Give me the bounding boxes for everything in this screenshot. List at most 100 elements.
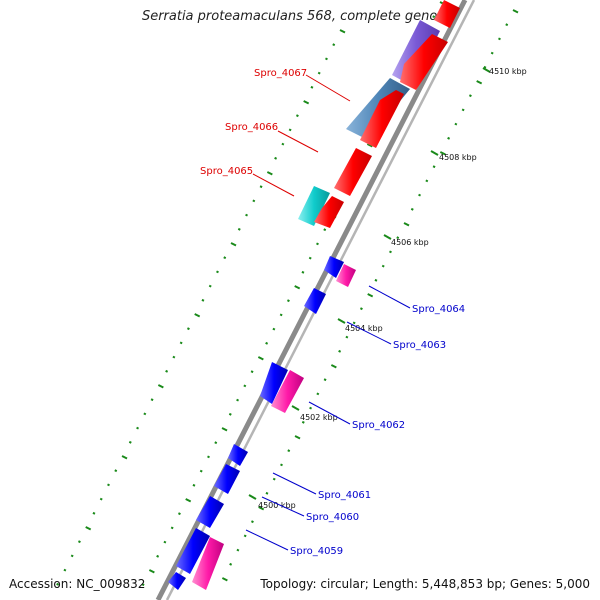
tick-mark	[136, 426, 140, 430]
tick-mark	[468, 94, 472, 98]
tick-mark	[214, 441, 218, 445]
tick-mark	[476, 80, 483, 85]
tick-mark	[207, 455, 210, 459]
ruler-tick	[430, 150, 439, 156]
tick-mark	[303, 100, 310, 105]
tick-mark	[237, 227, 241, 231]
tick-mark	[316, 392, 320, 396]
tick-mark	[323, 378, 327, 382]
gene-label-spro-4061[interactable]: Spro_4061	[318, 490, 371, 501]
tick-mark	[288, 128, 292, 132]
tick-mark	[295, 114, 299, 118]
tick-mark	[374, 278, 378, 282]
tick-mark	[221, 427, 228, 432]
tick-mark	[229, 562, 233, 566]
cds-reverse	[304, 288, 326, 314]
tick-mark	[454, 122, 458, 126]
tick-mark	[308, 256, 312, 260]
tick-mark	[257, 356, 264, 361]
leader-line	[346, 321, 392, 345]
tick-mark	[281, 142, 285, 146]
tick-mark	[294, 435, 301, 440]
tick-mark	[250, 520, 254, 524]
tick-mark	[156, 554, 160, 558]
tick-mark	[310, 85, 314, 89]
tick-mark	[352, 321, 356, 325]
tick-mark	[287, 449, 291, 453]
outer-tick-track	[221, 9, 519, 582]
ruler-tick	[291, 405, 300, 411]
leader-line	[261, 496, 305, 517]
ruler-tick	[482, 67, 491, 73]
tick-mark	[243, 534, 247, 538]
tick-mark	[259, 185, 263, 189]
tick-mark	[70, 554, 74, 558]
leader-line	[305, 74, 351, 102]
tick-mark	[194, 313, 201, 318]
tick-mark	[148, 569, 155, 574]
cds-reverse	[228, 444, 248, 466]
tick-mark	[143, 412, 147, 416]
tick-mark	[141, 583, 145, 587]
tick-mark	[221, 577, 228, 582]
tick-mark	[332, 43, 336, 47]
gene-label-spro-4067[interactable]: Spro_4067	[254, 68, 307, 79]
tick-mark	[432, 15, 436, 19]
tick-mark	[447, 136, 451, 140]
ruler-tick	[248, 494, 257, 500]
tick-mark	[272, 477, 276, 481]
tick-mark	[396, 236, 400, 240]
tick-mark	[250, 370, 254, 374]
gene-label-spro-4066[interactable]: Spro_4066	[225, 122, 278, 133]
tick-mark	[316, 242, 319, 246]
cds-reverse	[260, 362, 288, 404]
cds-reverse	[324, 256, 344, 278]
tick-mark	[114, 469, 118, 473]
tick-mark	[163, 540, 167, 544]
tick-mark	[432, 165, 436, 169]
accession-label: Accession: NC_009832	[9, 577, 146, 591]
tick-mark	[301, 420, 305, 424]
tick-mark	[418, 193, 421, 197]
tick-mark	[317, 71, 321, 75]
tick-mark	[483, 65, 487, 69]
tick-mark	[490, 51, 494, 55]
tick-mark	[228, 412, 232, 416]
gene-label-spro-4063[interactable]: Spro_4063	[393, 340, 446, 351]
tick-mark	[186, 327, 190, 331]
tick-mark	[150, 398, 154, 402]
gene-label-spro-4062[interactable]: Spro_4062	[352, 420, 405, 431]
tick-mark	[63, 568, 67, 572]
gene-label-spro-4059[interactable]: Spro_4059	[290, 546, 343, 557]
tick-mark	[323, 228, 327, 232]
tick-mark	[99, 497, 103, 501]
tick-mark	[92, 511, 96, 515]
tick-mark	[172, 355, 176, 359]
cds-reverse	[196, 496, 224, 528]
tick-mark	[236, 548, 240, 552]
tick-mark	[366, 143, 373, 148]
position-ruler: 4510 kbp 4508 kbp 4506 kbp 4504 kbp 4502…	[248, 67, 527, 510]
gene-label-spro-4060[interactable]: Spro_4060	[306, 512, 359, 523]
tick-mark	[359, 307, 363, 311]
cds-forward	[400, 34, 448, 90]
leader-line	[368, 285, 411, 309]
tick-mark	[345, 335, 349, 339]
cds-reverse	[168, 572, 186, 590]
leader-line	[308, 401, 351, 425]
tick-mark	[56, 582, 60, 586]
gene-label-spro-4064[interactable]: Spro_4064	[412, 304, 465, 315]
tick-mark	[301, 270, 305, 274]
tick-mark	[216, 270, 219, 274]
cds-reverse	[214, 464, 240, 494]
forward-cds-track	[314, 0, 460, 228]
tick-mark	[425, 179, 429, 183]
tick-mark	[201, 298, 205, 302]
gene-label-spro-4065[interactable]: Spro_4065	[200, 166, 253, 177]
tick-mark	[338, 349, 342, 353]
cds-forward	[314, 196, 344, 228]
cds-forward	[334, 148, 372, 196]
tick-mark	[367, 293, 374, 298]
tick-mark	[121, 455, 128, 460]
